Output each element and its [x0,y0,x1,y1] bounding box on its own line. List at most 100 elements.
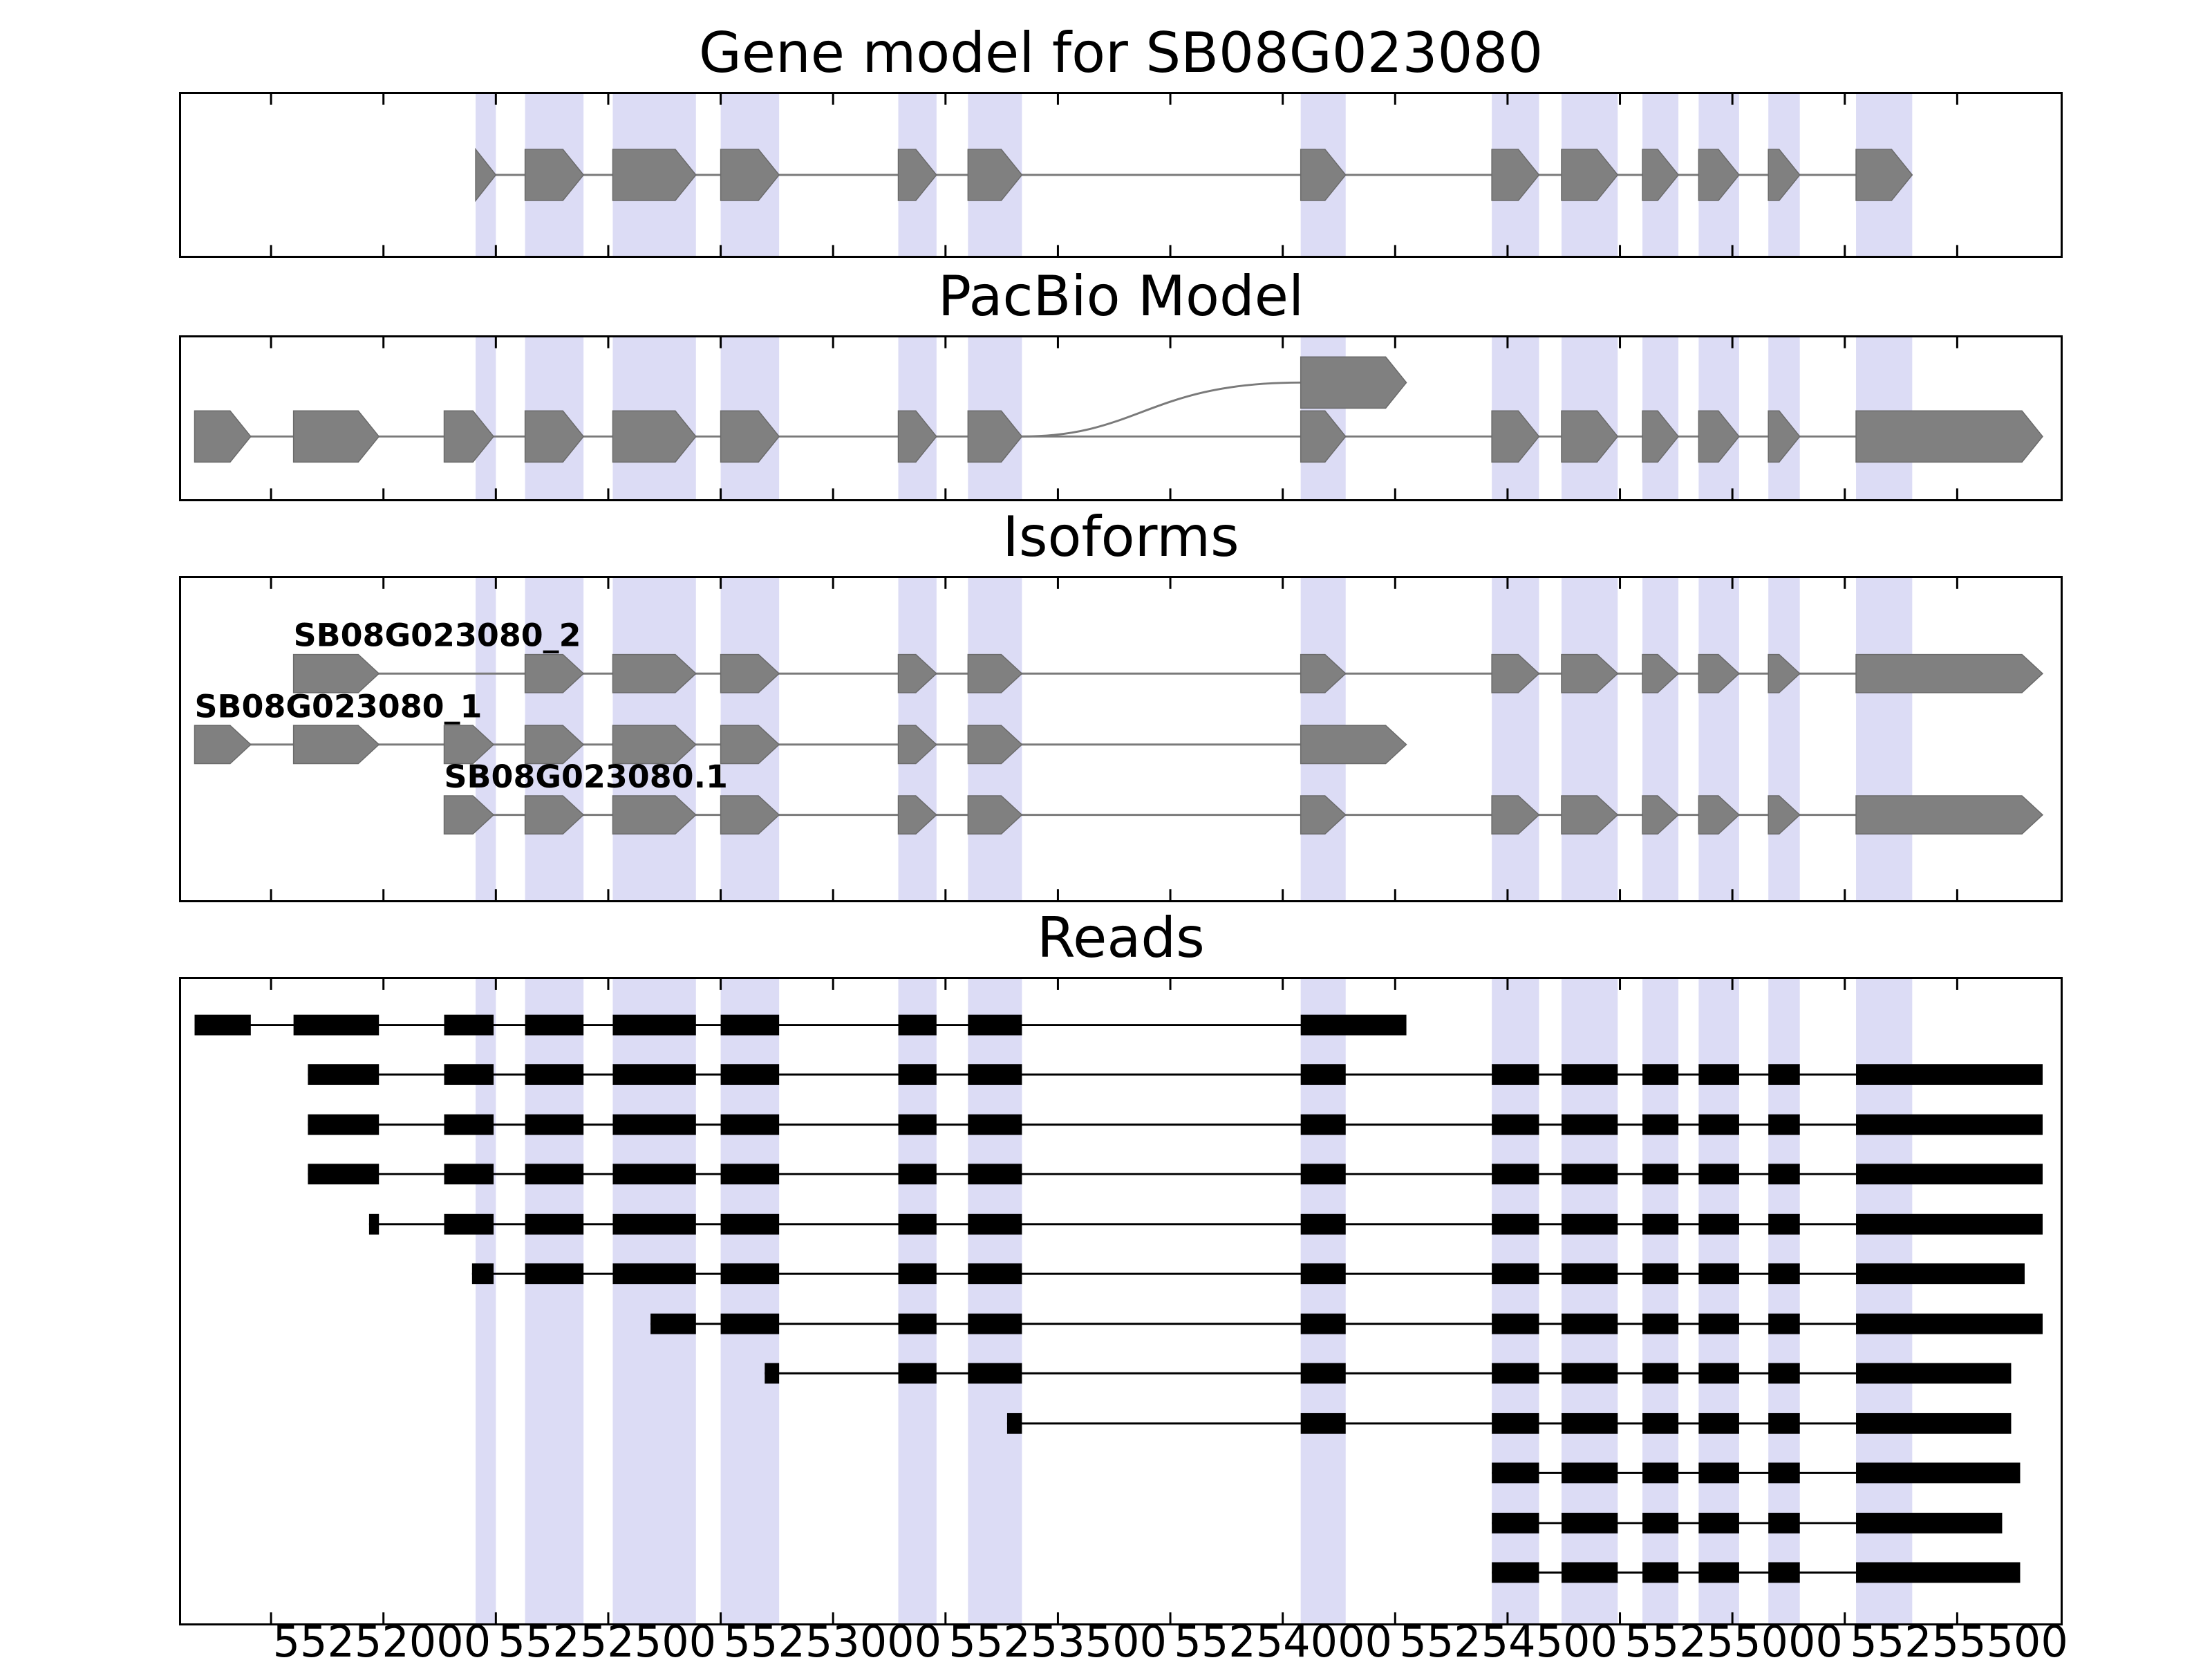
read-exon [1561,1363,1618,1384]
isoform-label: SB08G023080.1 [444,758,728,795]
read-exon [525,1164,584,1185]
read-exon [1642,1263,1679,1285]
read-exon [612,1263,696,1285]
read-exon [720,1213,780,1235]
highlight-band [1642,578,1679,900]
read-exon [1856,1562,2021,1583]
highlight-band [1561,578,1618,900]
read-exon [1300,1114,1346,1135]
gene-model-panel [179,92,2063,258]
read-exon [898,1213,937,1235]
read-exon [968,1014,1022,1036]
exon [720,149,780,201]
isoforms-canvas: SB08G023080_2 SB08G023080_1 SB08G023080.1 [194,578,2044,900]
read-exon [765,1363,780,1384]
read-exon [1768,1363,1800,1384]
read-exon [612,1164,696,1185]
highlight-band [1856,578,1913,900]
read-exon [720,1014,780,1036]
exon [292,653,380,693]
read-exon [1698,1064,1739,1085]
exon [897,149,937,201]
exon [1561,410,1619,463]
exon [292,410,380,463]
gene-model-canvas [270,94,1958,256]
exon [967,653,1023,693]
read-exon [1561,1164,1618,1185]
read-exon [1768,1064,1800,1085]
read-exon [650,1313,696,1334]
read-exon [525,1064,584,1085]
read-exon [1698,1164,1739,1185]
read-exon [293,1014,379,1036]
read-exon [1492,1412,1539,1434]
read-exon [1300,1014,1407,1036]
read-exon [968,1114,1022,1135]
read-exon [968,1313,1022,1334]
read-exon [1561,1513,1618,1533]
read-exon [1642,1462,1679,1484]
isoforms-panel: SB08G023080_2 SB08G023080_1 SB08G023080.1 [179,576,2063,902]
exon [612,653,697,693]
exon [1698,795,1741,834]
read-exon [1856,1412,2012,1434]
read-exon [1561,1263,1618,1285]
exon [1768,149,1801,201]
read-exon [525,1114,584,1135]
exon [1300,149,1347,201]
read-exon [1492,1363,1539,1384]
highlight-band [1768,578,1800,900]
x-tick-label: 55255500 [1850,1616,2068,1667]
isoform-label: SB08G023080_1 [195,689,482,725]
read-exon [1642,1412,1679,1434]
exon [1768,795,1801,834]
highlight-band [968,979,1022,1623]
exon [524,149,585,201]
read-exon [720,1263,780,1285]
read-exon [1006,1412,1022,1434]
read-exon [1698,1213,1739,1235]
exon [1561,149,1619,201]
highlight-band [898,979,937,1623]
read-exon [368,1213,379,1235]
reads-panel [179,977,2063,1625]
exon [897,725,937,765]
exon [1768,410,1801,463]
exon [720,795,780,834]
read-exon [1561,1213,1618,1235]
exon [612,725,697,765]
exon [720,410,780,463]
read-exon [1768,1513,1800,1533]
exon [720,653,780,693]
read-exon [1300,1164,1346,1185]
highlight-band [1698,578,1739,900]
read-exon [444,1114,494,1135]
read-exon [898,1164,937,1185]
read-exon [1561,1412,1618,1434]
pacbio-model-panel [179,335,2063,501]
branch-curve [1022,381,1301,438]
read-exon [525,1213,584,1235]
x-tick-label: 55253000 [723,1616,942,1667]
read-exon [1698,1513,1739,1533]
exon [443,795,495,834]
exon [1561,795,1619,834]
exon [1491,149,1540,201]
read-exon [1300,1313,1346,1334]
read-exon [1768,1164,1800,1185]
read-exon [612,1213,696,1235]
read-exon [968,1164,1022,1185]
read-exon [1642,1313,1679,1334]
exon [1300,410,1347,463]
read-exon [1768,1213,1800,1235]
read-exon [1856,1064,2043,1085]
exon [1698,410,1740,463]
read-exon [720,1164,780,1185]
exon [967,149,1023,201]
exon [720,725,780,765]
read-exon [1492,1263,1539,1285]
x-tick-label: 55255000 [1624,1616,1843,1667]
exon [194,410,252,463]
x-tick-label: 55254000 [1174,1616,1392,1667]
exon [443,725,495,765]
